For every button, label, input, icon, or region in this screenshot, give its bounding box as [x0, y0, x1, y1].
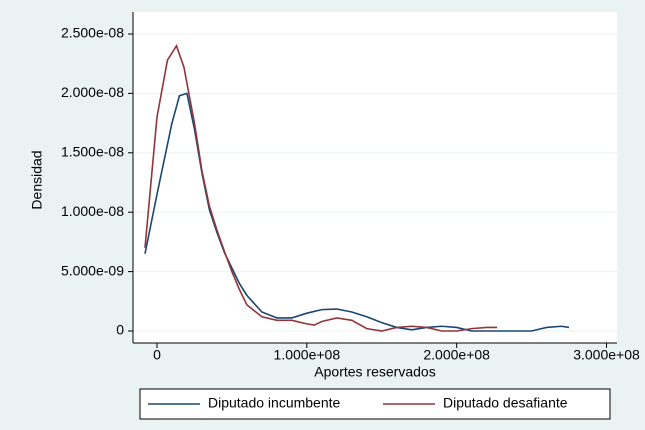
y-tick-label: 0: [116, 322, 124, 338]
density-line: [144, 44, 498, 332]
x-tick-label: 2.000e+08: [423, 347, 490, 363]
legend-box: [139, 388, 611, 420]
y-tick-label: 5.000e-09: [61, 262, 124, 278]
y-tick-label: 2.000e-08: [61, 84, 124, 100]
legend-label: Diputado desafiante: [443, 395, 568, 411]
x-tick-label: 0: [153, 347, 161, 363]
x-tick-label: 1.000e+08: [274, 347, 341, 363]
y-tick-label: 1.500e-08: [61, 143, 124, 159]
plot-region: [133, 12, 617, 343]
y-axis-title: Densidad: [29, 150, 45, 209]
legend-label: Diputado incumbente: [208, 395, 341, 411]
y-tick-label: 2.500e-08: [61, 25, 124, 41]
y-tick-label: 1.000e-08: [61, 203, 124, 219]
x-axis-title: Aportes reservados: [314, 364, 435, 380]
x-tick-label: 3.000e+08: [573, 347, 640, 363]
